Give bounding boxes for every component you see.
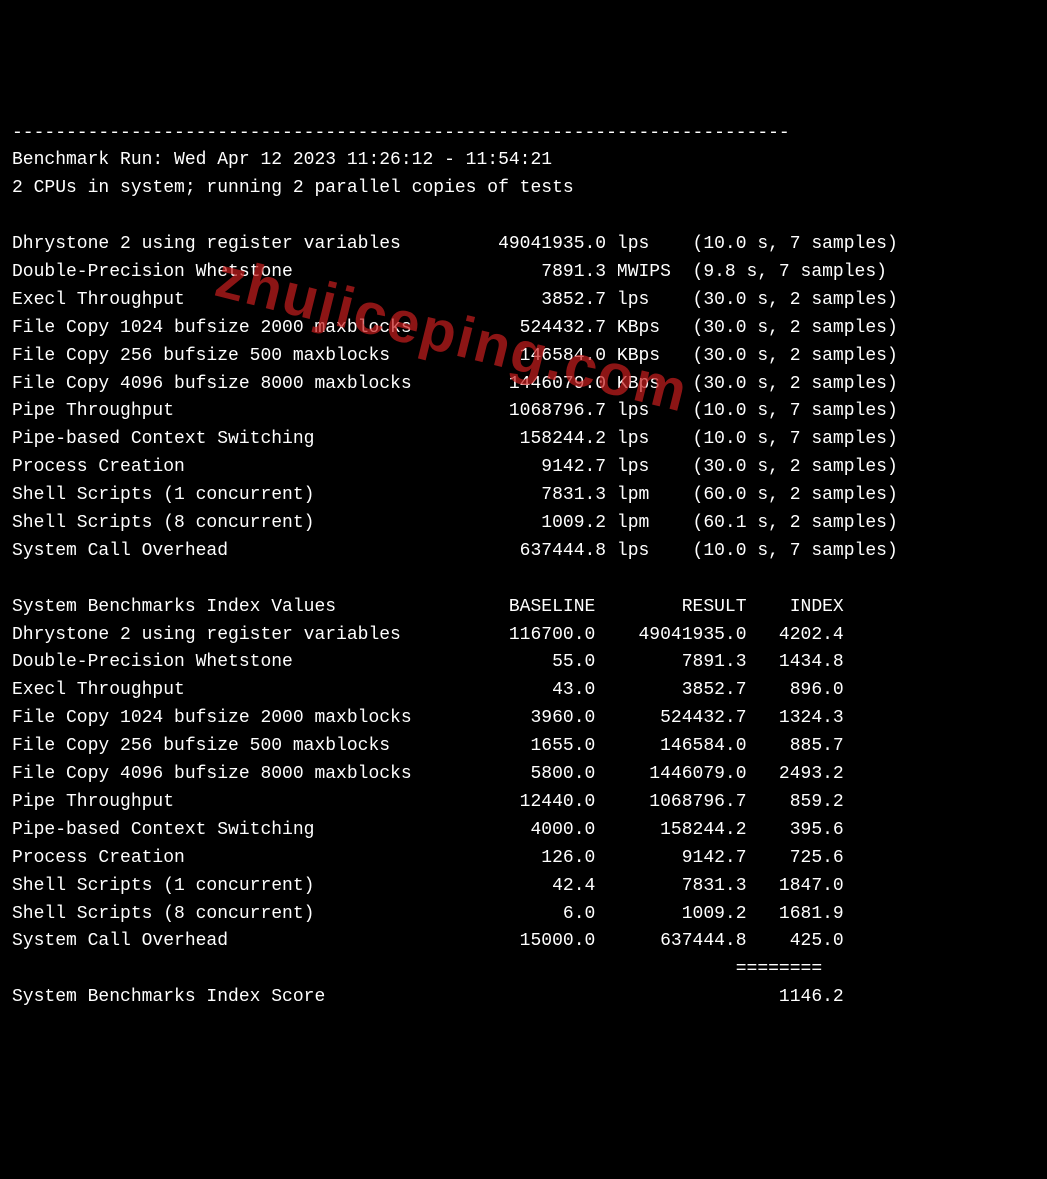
- terminal-output: ----------------------------------------…: [12, 120, 1035, 1013]
